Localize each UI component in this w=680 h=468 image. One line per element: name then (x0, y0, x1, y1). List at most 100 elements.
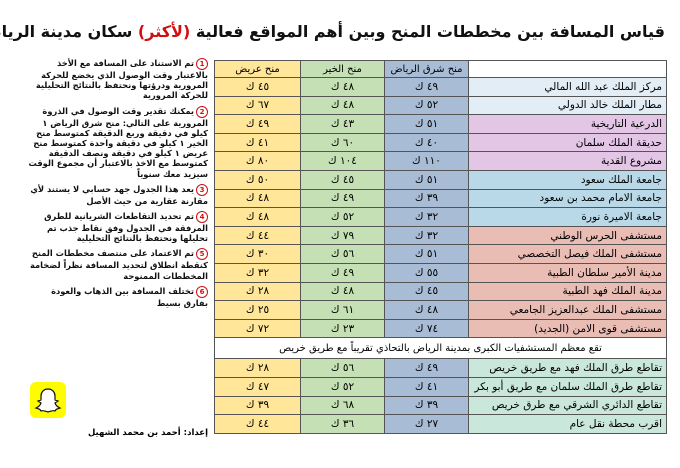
location-name: جامعة الاميرة نورة (468, 207, 667, 227)
distance-cell: ٤٠ ك (384, 132, 469, 153)
distance-table: منح شرق الرياض منح الخير منح عريض مركز الم… (214, 60, 667, 434)
ghost (34, 388, 62, 413)
note-number: 5 (196, 248, 208, 261)
distance-cell: ٥١ ك (384, 114, 469, 134)
distance-cell: ٣٠ ك (214, 244, 301, 264)
distance-cell: ٦٧ ك (214, 95, 301, 116)
note-text: تم الاعتماد على منتصف مخططات المنح كنقطة… (30, 248, 208, 281)
location-name: اقرب محطة نقل عام (468, 414, 667, 434)
distance-cell: ٤٨ ك (384, 300, 469, 320)
snapchat-icon (30, 382, 66, 418)
distance-cell: ٢٨ ك (214, 281, 301, 302)
distance-cell: ٥١ ك (384, 169, 469, 190)
location-name: مدينة الأمير سلطان الطبية (468, 262, 667, 283)
table-row: جامعة الملك سعود ٥١ ك ٤٥ ك ٥٠ ك (214, 169, 667, 190)
location-name: تقاطع طرق الملك فهد مع طريق خريص (468, 358, 667, 378)
distance-cell: ٣٩ ك (384, 395, 469, 416)
note: 6تختلف المسافة بين الذهاب والعودة بفارق … (28, 285, 208, 308)
table-row: حديقة الملك سلمان ٤٠ ك ٦٠ ك ٤١ ك (214, 132, 667, 153)
distance-cell: ٥١ ك (384, 244, 469, 264)
separator-text: تقع معظم المستشفيات الكبرى بمدينة الرياض… (214, 337, 667, 360)
table-row: جامعة الامام محمد بن سعود ٣٩ ك ٤٩ ك ٤٨ ك (214, 188, 667, 209)
distance-cell: ٧٩ ك (300, 225, 385, 246)
distance-cell: ٨٠ ك (214, 151, 301, 171)
location-name: مشروع القدية (468, 151, 667, 171)
table-row: مستشفى قوى الامن (الجديد) ٧٤ ك ٢٣ ك ٧٢ ك (214, 318, 667, 339)
note: 1تم الاستناد على المسافة مع الأخذ بالاعت… (28, 58, 208, 101)
note-number: 1 (196, 58, 208, 70)
distance-cell: ٤٧ ك (214, 376, 301, 397)
note-text: تم الاستناد على المسافة مع الأخذ بالاعتب… (35, 58, 208, 101)
header-row: منح شرق الرياض منح الخير منح عريض (214, 60, 667, 78)
distance-cell: ٤٥ ك (300, 169, 385, 190)
distance-cell: ٥٦ ك (300, 358, 385, 378)
note-number: 4 (196, 211, 208, 224)
distance-cell: ٤٨ ك (300, 95, 385, 116)
distance-cell: ٦٠ ك (300, 132, 385, 153)
distance-cell: ٣٢ ك (214, 262, 301, 283)
note-text: يعد هذا الجدول جهد حسابي لا يستند لأي مق… (30, 183, 208, 206)
note-number: 6 (196, 285, 208, 298)
distance-cell: ٤٩ ك (300, 262, 385, 283)
distance-cell: ٢٣ ك (300, 318, 385, 339)
header-cell (468, 60, 667, 78)
distance-cell: ٣٩ ك (214, 395, 301, 416)
location-name: مستشفى الملك عبدالعزيز الجامعي (468, 300, 667, 320)
note-text: تختلف المسافة بين الذهاب والعودة بفارق ب… (51, 285, 208, 308)
table-row: مطار الملك خالد الدولي ٥٢ ك ٤٨ ك ٦٧ ك (214, 95, 667, 116)
table-row: جامعة الاميرة نورة ٣٢ ك ٥٢ ك ٤٨ ك (214, 207, 667, 227)
distance-cell: ٧٢ ك (214, 318, 301, 339)
distance-cell: ٤٩ ك (300, 188, 385, 209)
distance-cell: ٥٢ ك (300, 207, 385, 227)
distance-cell: ٦١ ك (300, 300, 385, 320)
distance-cell: ٥٦ ك (300, 244, 385, 264)
location-name: جامعة الملك سعود (468, 169, 667, 190)
title-part: قياس المسافة بين مخططات المنح وبين أهم ا… (195, 22, 665, 41)
table-row: تقاطع طرق الملك سلمان مع طريق أبو بكر ٤١ … (214, 376, 667, 397)
location-name: مطار الملك خالد الدولي (468, 95, 667, 116)
distance-cell: ٥٥ ك (384, 262, 469, 283)
distance-cell: ٤٣ ك (300, 114, 385, 134)
distance-cell: ٤٨ ك (300, 77, 385, 97)
title-part: سكان مدينة الرياض (0, 22, 133, 41)
table-row: مستشفى الحرس الوطني ٣٢ ك ٧٩ ك ٤٤ ك (214, 225, 667, 246)
header-cell: منح الخير (300, 60, 385, 78)
distance-cell: ٧٤ ك (384, 318, 469, 339)
distance-cell: ٥٠ ك (214, 169, 301, 190)
notes: 1تم الاستناد على المسافة مع الأخذ بالاعت… (28, 58, 208, 313)
distance-cell: ٤١ ك (384, 376, 469, 397)
title: قياس المسافة بين مخططات المنح وبين أهم ا… (0, 22, 665, 41)
distance-cell: ٦٨ ك (300, 395, 385, 416)
table-row: الدرعية التاريخية ٥١ ك ٤٣ ك ٤٩ ك (214, 114, 667, 134)
header-cell: منح شرق الرياض (384, 60, 469, 78)
note: 4تم تحديد التقاطعات الشريانية للطرق المر… (28, 211, 208, 243)
table-row: مدينة الملك فهد الطبية ٤٥ ك ٤٨ ك ٢٨ ك (214, 281, 667, 302)
table-row: مشروع القدية ١١٠ ك ١٠٤ ك ٨٠ ك (214, 151, 667, 171)
distance-cell: ١١٠ ك (384, 151, 469, 171)
distance-cell: ٣٩ ك (384, 188, 469, 209)
author: إعداد: أحمد بن محمد الشهيل (87, 428, 208, 438)
distance-cell: ٣٢ ك (384, 207, 469, 227)
location-name: مركز الملك عبد الله المالي (468, 77, 667, 97)
table-row: اقرب محطة نقل عام ٢٧ ك ٣٦ ك ٤٤ ك (214, 414, 667, 434)
note: 5تم الاعتماد على منتصف مخططات المنح كنقط… (28, 248, 208, 281)
distance-cell: ٥٢ ك (384, 95, 469, 116)
table-row: مركز الملك عبد الله المالي ٤٩ ك ٤٨ ك ٤٥ ك (214, 77, 667, 97)
distance-cell: ٢٧ ك (384, 414, 469, 434)
location-name: جامعة الامام محمد بن سعود (468, 188, 667, 209)
table-row: تقاطع الدائري الشرقي مع طرق خريص ٣٩ ك ٦٨ ك… (214, 395, 667, 416)
distance-cell: ٤٨ ك (214, 188, 301, 209)
location-name: تقاطع الدائري الشرقي مع طرق خريص (468, 395, 667, 416)
distance-cell: ٤٤ ك (214, 414, 301, 434)
location-name: تقاطع طرق الملك سلمان مع طريق أبو بكر (468, 376, 667, 397)
location-name: الدرعية التاريخية (468, 114, 667, 134)
distance-cell: ٤٨ ك (214, 207, 301, 227)
location-name: مستشفى قوى الامن (الجديد) (468, 318, 667, 339)
separator-row: تقع معظم المستشفيات الكبرى بمدينة الرياض… (214, 337, 667, 360)
table-row: مدينة الأمير سلطان الطبية ٥٥ ك ٤٩ ك ٣٢ ك (214, 262, 667, 283)
distance-cell: ٤٤ ك (214, 225, 301, 246)
note-text: يمكنك تقدير وقت الوصول في الذروة المروري… (28, 105, 208, 179)
location-name: حديقة الملك سلمان (468, 132, 667, 153)
distance-cell: ٤٨ ك (300, 281, 385, 302)
